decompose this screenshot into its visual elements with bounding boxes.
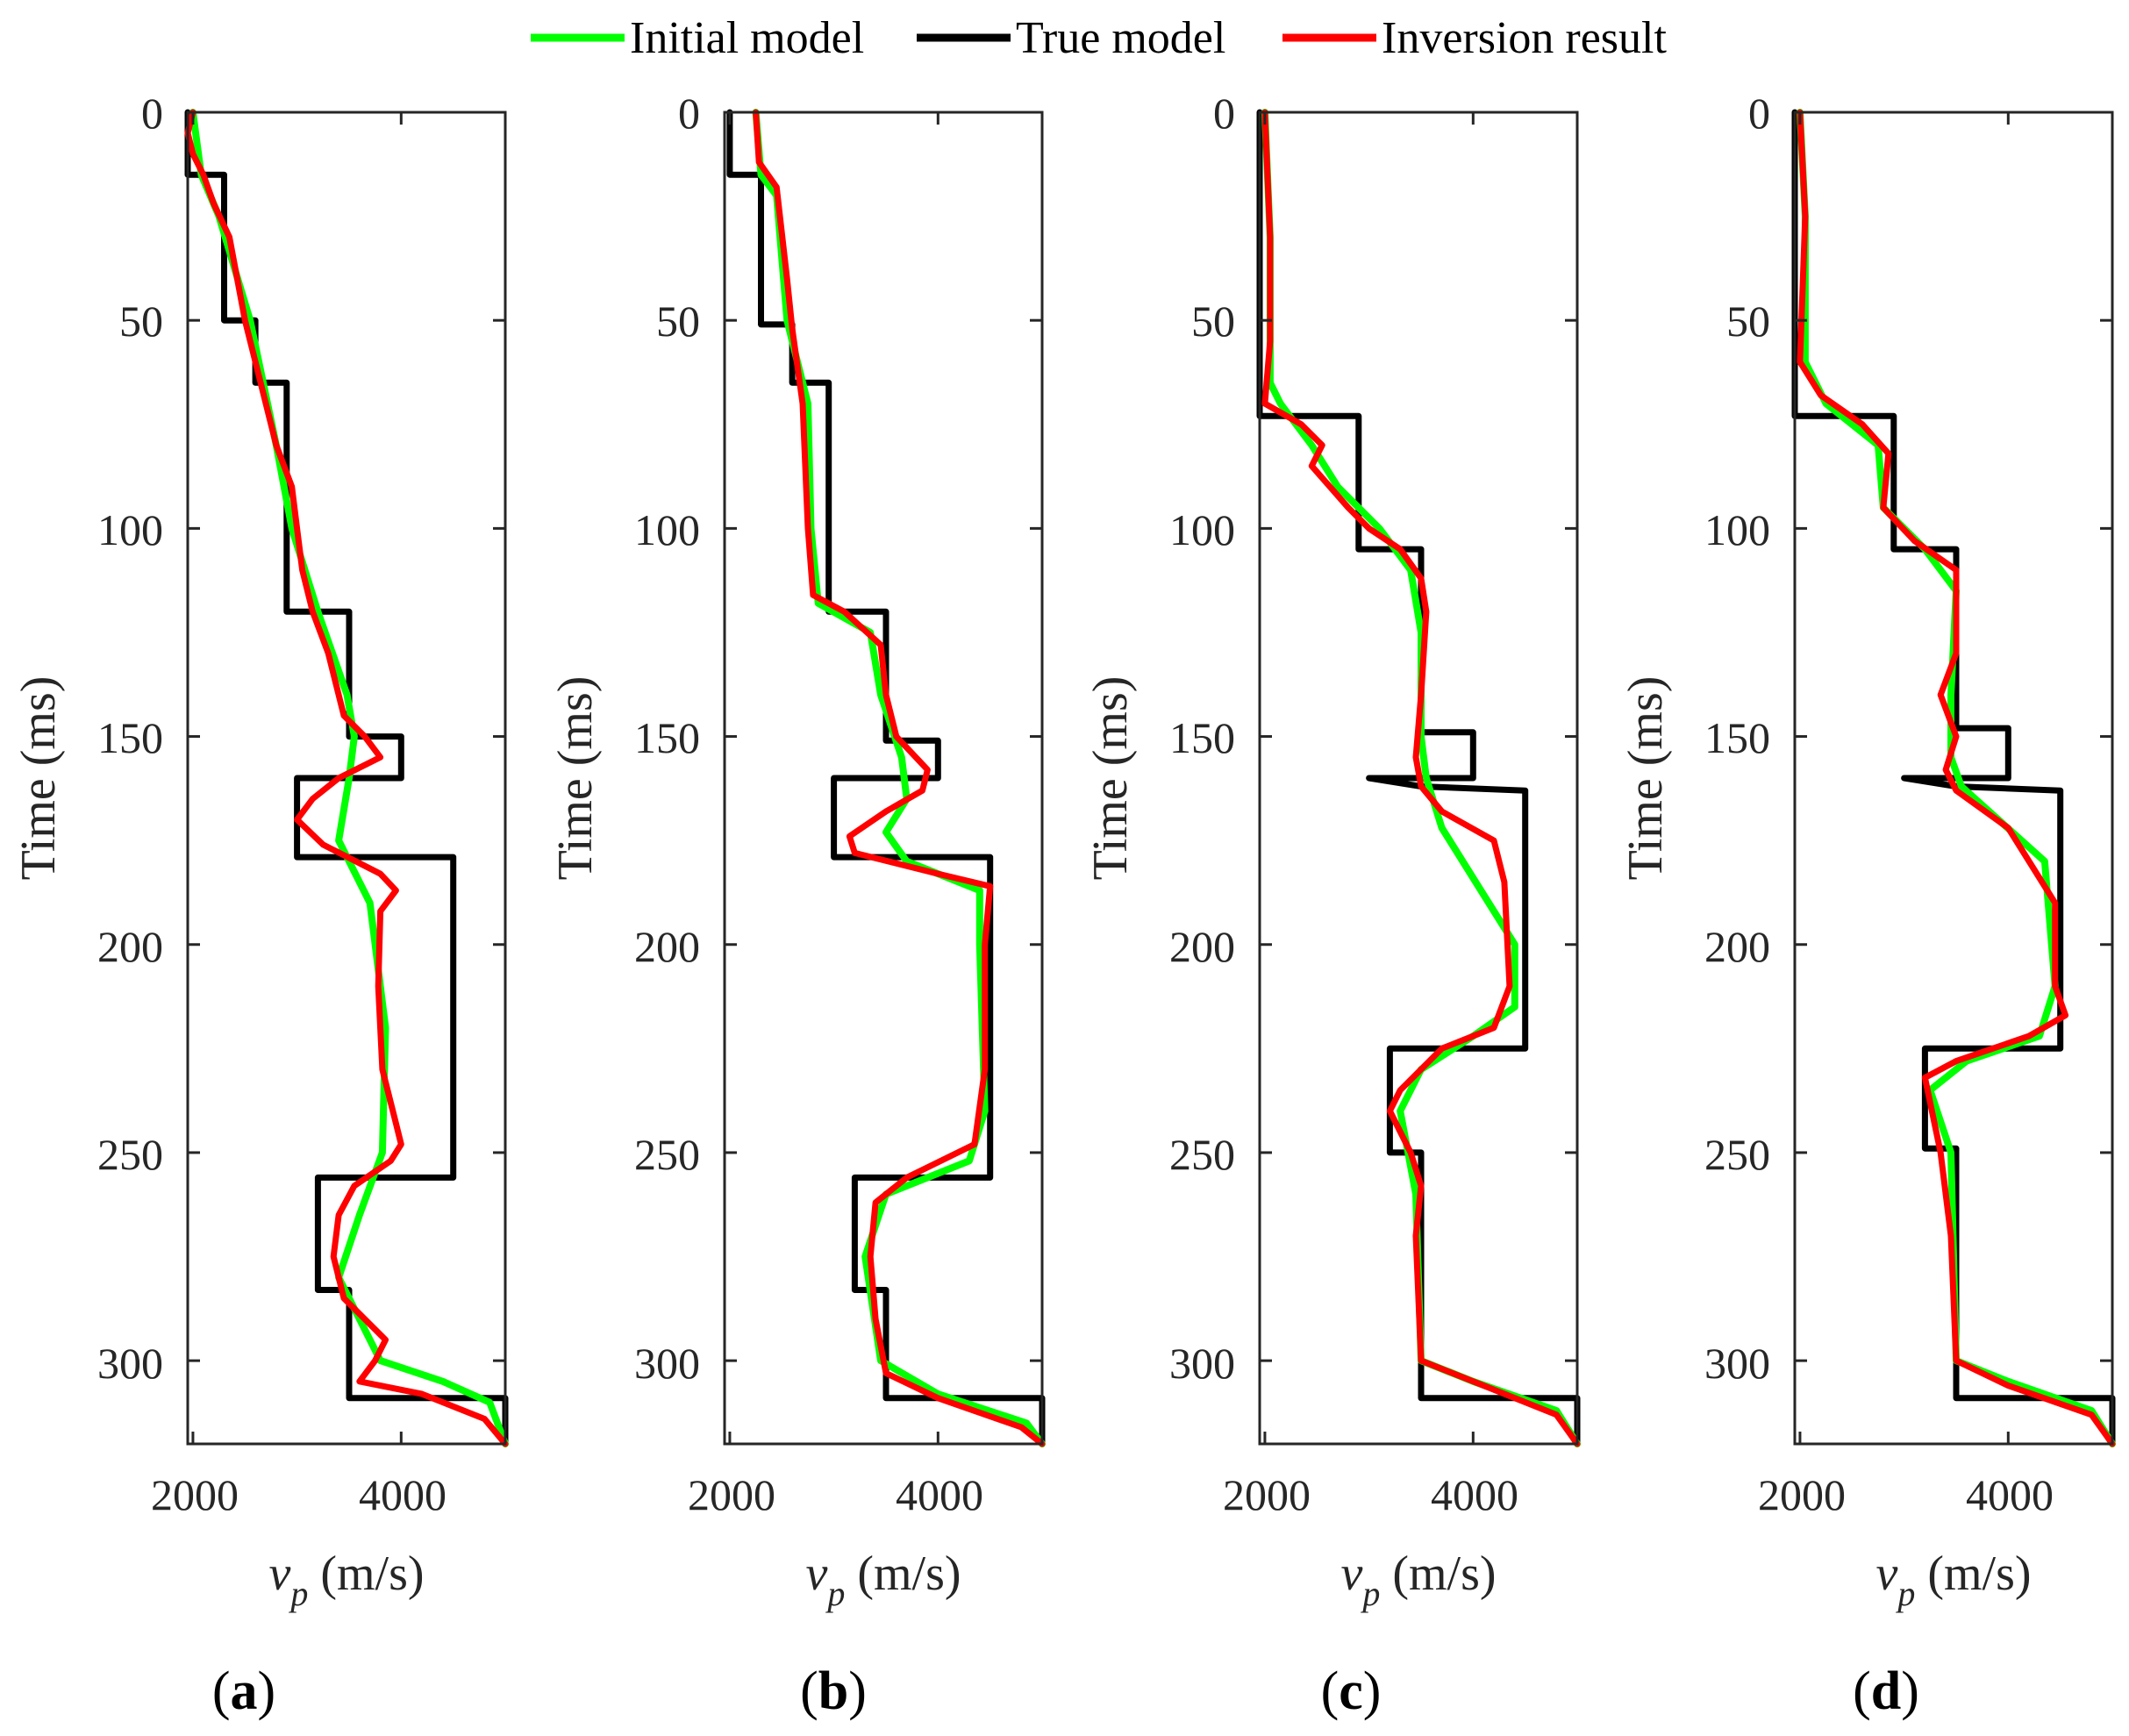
panel-b-xtick-4000: 4000: [896, 1470, 983, 1519]
panel-b-axes-box: [723, 111, 1044, 1446]
panel-d-axes-box: [1793, 111, 2114, 1446]
panel-a: 0 50 100 150 200 250 300 2000 4000 Time …: [11, 89, 509, 1721]
panel-c-series: [1256, 109, 1581, 1447]
panel-b-ytick-250: 250: [634, 1130, 700, 1179]
panel-d-label: (d): [1853, 1661, 1919, 1721]
panel-b-ytick-100: 100: [634, 505, 700, 554]
panel-d-series: [1791, 109, 2116, 1447]
panel-a-ytick-250: 250: [97, 1130, 163, 1179]
panel-d-ticks: [1795, 111, 2112, 1444]
panel-b-ticks: [725, 111, 1042, 1444]
panel-b-ytick-300: 300: [634, 1339, 700, 1388]
panel-d-ytick-200: 200: [1704, 922, 1770, 971]
panel-b-xlabel: vp (m/s): [805, 1547, 961, 1613]
panel-c-xtick-4000: 4000: [1431, 1470, 1518, 1519]
panel-d-xtick-4000: 4000: [1966, 1470, 2054, 1519]
panel-c-true-line: [1256, 109, 1581, 1447]
panel-d-ytick-100: 100: [1704, 505, 1770, 554]
panel-d-ytick-250: 250: [1704, 1130, 1770, 1179]
panel-c-ytick-150: 150: [1169, 713, 1235, 762]
panel-c-ytick-300: 300: [1169, 1339, 1235, 1388]
panel-b-ytick-150: 150: [634, 713, 700, 762]
panel-d: 0 50 100 150 200 250 300 2000 4000 Time …: [1618, 89, 2116, 1721]
panel-b-label: (b): [800, 1661, 867, 1721]
panel-d-ytick-0: 0: [1748, 89, 1770, 138]
panel-a-ticks: [188, 111, 505, 1444]
panel-d-ytick-150: 150: [1704, 713, 1770, 762]
panel-d-ytick-300: 300: [1704, 1339, 1770, 1388]
panel-b-xtick-2000: 2000: [688, 1470, 775, 1519]
panel-d-ytick-50: 50: [1726, 296, 1770, 346]
panel-d-xlabel: vp (m/s): [1875, 1547, 2031, 1613]
panel-a-ytick-0: 0: [141, 89, 163, 138]
legend-true-label: True model: [1016, 13, 1225, 63]
panel-c: 0 50 100 150 200 250 300 2000 4000 Time …: [1083, 89, 1581, 1721]
panel-a-true-line: [184, 109, 509, 1447]
panel-d-ylabel: Time (ms): [1618, 676, 1673, 881]
panel-a-ytick-150: 150: [97, 713, 163, 762]
panel-c-label: (c): [1321, 1661, 1382, 1721]
legend-inversion-label: Inversion result: [1382, 13, 1667, 63]
panel-a-xtick-4000: 4000: [359, 1470, 447, 1519]
panel-c-ylabel: Time (ms): [1083, 676, 1138, 881]
panel-b-ytick-0: 0: [678, 89, 700, 138]
panel-c-ticks: [1260, 111, 1577, 1444]
panel-b-ylabel: Time (ms): [548, 676, 603, 881]
panel-a-ylabel: Time (ms): [11, 676, 66, 881]
panel-c-ytick-250: 250: [1169, 1130, 1235, 1179]
panel-a-xlabel: vp (m/s): [268, 1547, 424, 1613]
panel-b-series: [726, 109, 1046, 1447]
panel-a-inversion-line: [184, 109, 509, 1447]
panel-c-axes-box: [1258, 111, 1579, 1446]
panel-d-xtick-2000: 2000: [1758, 1470, 1846, 1519]
panel-d-inversion-line: [1797, 109, 2116, 1447]
panel-a-series: [184, 109, 509, 1447]
panel-a-ytick-300: 300: [97, 1339, 163, 1388]
panel-a-xtick-2000: 2000: [151, 1470, 239, 1519]
panel-c-ytick-100: 100: [1169, 505, 1235, 554]
panel-b-inversion-line: [753, 109, 1046, 1447]
legend-initial-label: Initial model: [630, 13, 864, 63]
panel-a-label: (a): [212, 1661, 275, 1721]
panel-c-xlabel: vp (m/s): [1340, 1547, 1496, 1613]
legend: Initial model True model Inversion resul…: [531, 13, 1667, 63]
panel-c-inversion-line: [1261, 109, 1581, 1447]
panel-a-axes-box: [186, 111, 507, 1446]
panel-a-ytick-100: 100: [97, 505, 163, 554]
panel-a-ytick-200: 200: [97, 922, 163, 971]
panel-c-ytick-50: 50: [1191, 296, 1235, 346]
panel-a-ytick-50: 50: [119, 296, 163, 346]
panel-b: 0 50 100 150 200 250 300 2000 4000 Time …: [548, 89, 1046, 1721]
panel-b-ytick-200: 200: [634, 922, 700, 971]
panel-c-xtick-2000: 2000: [1223, 1470, 1311, 1519]
panel-d-true-line: [1791, 109, 2116, 1447]
panel-c-ytick-200: 200: [1169, 922, 1235, 971]
panel-c-ytick-0: 0: [1213, 89, 1235, 138]
panel-a-initial-line: [189, 109, 509, 1447]
panel-b-ytick-50: 50: [656, 296, 700, 346]
